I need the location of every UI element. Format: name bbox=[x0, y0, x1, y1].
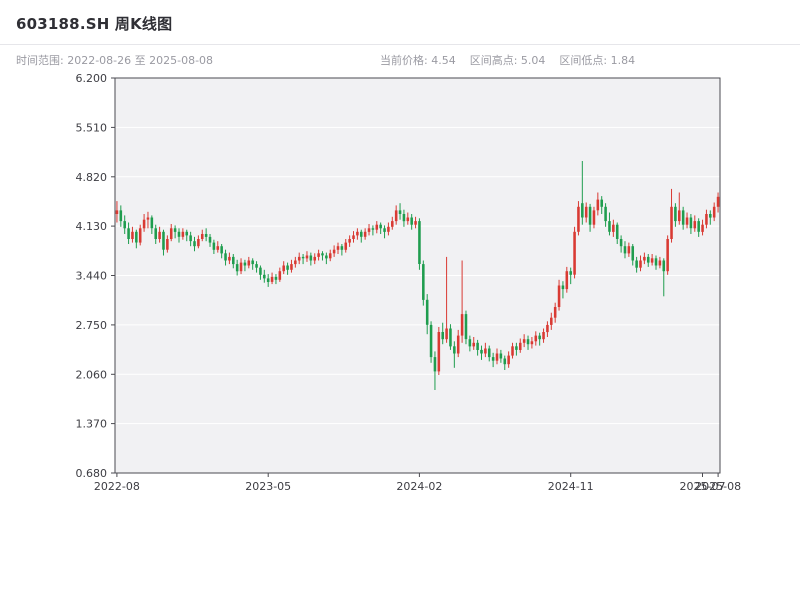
svg-text:2023-05: 2023-05 bbox=[245, 480, 291, 493]
current-price-label: 当前价格: 4.54 bbox=[380, 54, 456, 67]
svg-text:2025-08: 2025-08 bbox=[695, 480, 741, 493]
svg-text:2022-08: 2022-08 bbox=[94, 480, 140, 493]
candlestick-plot: 0.680 1.370 2.060 2.750 3.440 4.130 4.820 5.510… bbox=[76, 72, 742, 493]
time-range-label: 时间范围: 2022-08-26 至 2025-08-08 bbox=[16, 54, 214, 67]
svg-text:4.130: 4.130 bbox=[76, 220, 108, 233]
svg-text:0.680: 0.680 bbox=[76, 467, 108, 480]
svg-text:2.060: 2.060 bbox=[76, 368, 108, 381]
chart-header: 603188.SH 周K线图 bbox=[0, 0, 800, 40]
page-title: 603188.SH 周K线图 bbox=[16, 15, 173, 33]
svg-text:5.510: 5.510 bbox=[76, 121, 108, 134]
svg-text:6.200: 6.200 bbox=[76, 72, 108, 85]
stats-row: 当前价格: 4.54 区间高点: 5.04 区间低点: 1.84 bbox=[380, 52, 784, 68]
svg-text:2025-07: 2025-07 bbox=[680, 480, 726, 493]
svg-text:2.750: 2.750 bbox=[76, 319, 108, 332]
range-high-label: 区间高点: 5.04 bbox=[469, 54, 546, 67]
svg-text:2024-02: 2024-02 bbox=[396, 480, 442, 493]
range-low-label: 区间低点: 1.84 bbox=[559, 54, 636, 67]
svg-text:3.440: 3.440 bbox=[76, 270, 108, 283]
chart-subheader: 时间范围: 2022-08-26 至 2025-08-08 当前价格: 4.54… bbox=[0, 45, 800, 70]
svg-text:4.820: 4.820 bbox=[76, 171, 108, 184]
svg-text:1.370: 1.370 bbox=[76, 418, 108, 431]
kline-chart: 0.680 1.370 2.060 2.750 3.440 4.130 4.820 5.510… bbox=[0, 70, 800, 586]
svg-text:2024-11: 2024-11 bbox=[548, 480, 594, 493]
header-divider bbox=[0, 44, 800, 45]
